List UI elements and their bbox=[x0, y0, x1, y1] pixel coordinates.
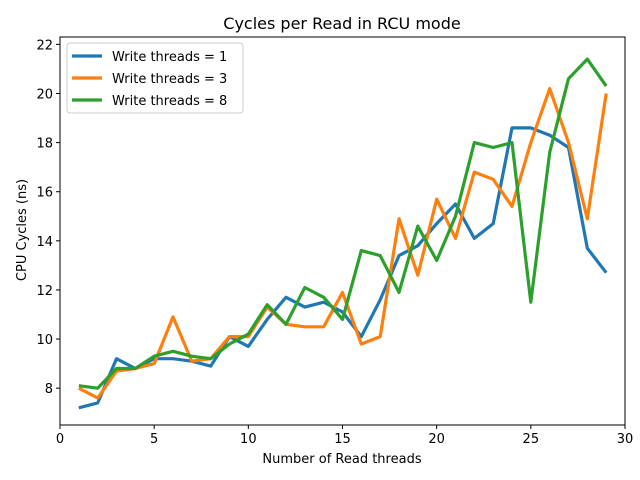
x-axis: 0 5 10 15 20 25 30 bbox=[56, 425, 633, 447]
chart-title: Cycles per Read in RCU mode bbox=[223, 14, 460, 33]
x-tick-label: 25 bbox=[523, 432, 540, 447]
x-tick-label: 15 bbox=[334, 432, 351, 447]
y-tick-label: 14 bbox=[36, 235, 53, 250]
y-tick-label: 20 bbox=[36, 87, 53, 102]
legend-label: Write threads = 8 bbox=[112, 94, 227, 109]
y-axis-label: CPU Cycles (ns) bbox=[15, 179, 30, 281]
y-tick-label: 12 bbox=[36, 284, 53, 299]
legend-box bbox=[66, 42, 244, 114]
y-tick-label: 18 bbox=[36, 137, 53, 152]
y-tick-label: 10 bbox=[36, 333, 53, 348]
legend: Write threads = 1 Write threads = 3 Write … bbox=[66, 42, 244, 114]
series-line-3 bbox=[78, 57, 608, 390]
x-tick-label: 0 bbox=[56, 432, 64, 447]
series-line-1 bbox=[78, 126, 608, 410]
x-tick-label: 30 bbox=[617, 432, 634, 447]
y-tick-label: 22 bbox=[36, 38, 53, 53]
y-tick-label: 8 bbox=[45, 382, 53, 397]
x-axis-label: Number of Read threads bbox=[262, 452, 421, 467]
legend-label: Write threads = 3 bbox=[112, 72, 227, 87]
x-tick-label: 10 bbox=[240, 432, 257, 447]
plot-area bbox=[78, 57, 608, 410]
x-tick-label: 5 bbox=[150, 432, 158, 447]
y-tick-label: 16 bbox=[36, 186, 53, 201]
x-tick-label: 20 bbox=[428, 432, 445, 447]
y-axis: 8 10 12 14 16 18 20 22 bbox=[36, 38, 60, 397]
legend-label: Write threads = 1 bbox=[112, 50, 227, 65]
